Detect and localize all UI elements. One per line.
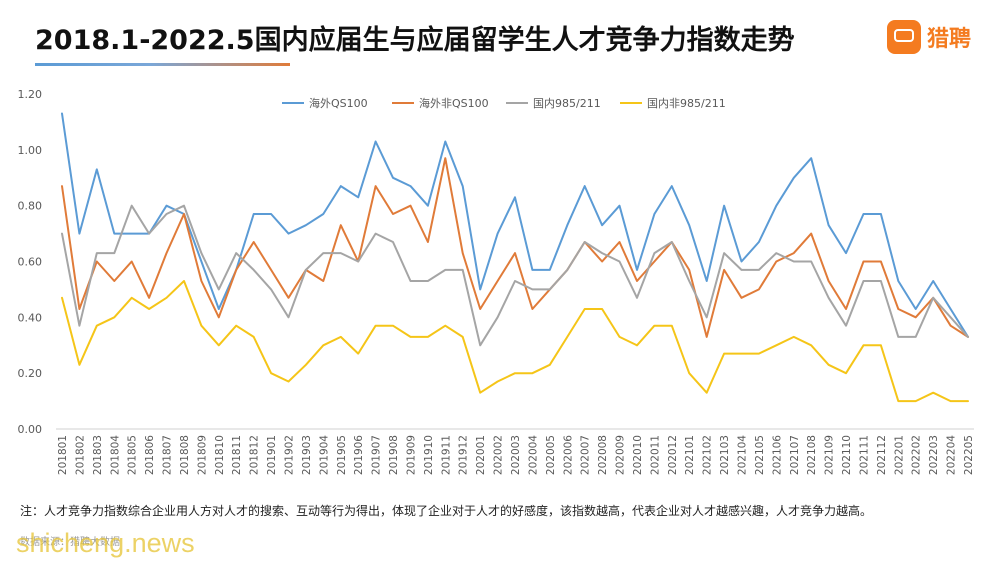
series-line-1 <box>61 157 969 338</box>
x-tick-label: 202101 <box>684 435 696 475</box>
x-tick-label: 201802 <box>74 435 86 475</box>
x-tick-label: 201812 <box>249 435 261 475</box>
brand-logo-icon <box>887 20 921 54</box>
x-tick-label: 202002 <box>493 435 505 475</box>
x-tick-label: 202012 <box>667 435 679 475</box>
x-tick-label: 201805 <box>127 435 139 475</box>
x-tick-label: 201801 <box>57 435 69 475</box>
x-tick-label: 201910 <box>423 435 435 475</box>
watermark: shicheng.news <box>16 528 195 558</box>
x-tick-label: 202106 <box>771 435 783 475</box>
x-tick-label: 201912 <box>458 435 470 475</box>
x-tick-label: 201908 <box>388 435 400 475</box>
x-tick-label: 202005 <box>545 435 557 475</box>
series-line-3 <box>61 280 969 403</box>
x-tick-label: 201806 <box>144 435 156 475</box>
y-tick-label: 1.00 <box>18 144 43 157</box>
x-tick-label: 202103 <box>719 435 731 475</box>
x-tick-label: 202001 <box>475 435 487 475</box>
x-tick-label: 202205 <box>963 435 975 475</box>
legend-label: 海外非QS100 <box>419 96 489 110</box>
x-tick-label: 202107 <box>789 435 801 475</box>
brand-name: 猎聘 <box>927 27 972 52</box>
legend-label: 国内985/211 <box>533 96 601 110</box>
brand-logo: 猎聘 <box>887 20 971 54</box>
y-tick-label: 0.80 <box>18 200 43 213</box>
x-tick-label: 202010 <box>632 435 644 475</box>
chart-title: 2018.1-2022.5国内应届生与应届留学生人才竞争力指数走势 <box>35 25 795 56</box>
legend-label: 海外QS100 <box>309 96 368 110</box>
x-tick-label: 202105 <box>754 435 766 475</box>
y-tick-label: 1.20 <box>18 88 43 101</box>
x-tick-label: 202008 <box>597 435 609 475</box>
x-tick-label: 201901 <box>266 435 278 475</box>
series-line-0 <box>61 112 969 338</box>
y-tick-label: 0.60 <box>18 256 43 269</box>
x-tick-label: 202204 <box>946 435 958 475</box>
x-tick-label: 202006 <box>562 435 574 475</box>
x-tick-label: 201903 <box>301 435 313 475</box>
x-tick-label: 202011 <box>649 435 661 475</box>
x-tick-label: 202203 <box>928 435 940 475</box>
footnote: 注：人才竞争力指数综合企业用人方对人才的搜索、互动等行为得出，体现了企业对于人才… <box>20 504 873 518</box>
x-tick-label: 202104 <box>737 435 749 475</box>
x-tick-label: 201909 <box>405 435 417 475</box>
x-tick-label: 202003 <box>510 435 522 475</box>
x-tick-label: 201907 <box>371 435 383 475</box>
x-tick-label: 202202 <box>911 435 923 475</box>
x-tick-label: 202102 <box>702 435 714 475</box>
x-tick-label: 201911 <box>440 435 452 475</box>
series-line-2 <box>61 204 969 347</box>
x-tick-label: 202201 <box>893 435 905 475</box>
data-source: 数据来源：猎聘大数据 <box>20 537 120 548</box>
x-tick-label: 201804 <box>109 435 121 475</box>
x-tick-label: 201807 <box>162 435 174 475</box>
y-tick-label: 0.20 <box>18 367 43 380</box>
x-tick-label: 201811 <box>231 435 243 475</box>
x-tick-label: 202007 <box>580 435 592 475</box>
x-tick-label: 202111 <box>858 435 870 475</box>
y-tick-label: 0.40 <box>18 311 43 324</box>
x-tick-label: 202108 <box>806 435 818 475</box>
x-tick-label: 201906 <box>353 435 365 475</box>
x-tick-label: 201809 <box>196 435 208 475</box>
x-tick-label: 201810 <box>214 435 226 475</box>
x-tick-label: 202112 <box>876 435 888 475</box>
x-tick-label: 201803 <box>92 435 104 475</box>
x-tick-label: 201904 <box>318 435 330 475</box>
title-underline <box>35 63 290 66</box>
legend-label: 国内非985/211 <box>647 96 726 110</box>
x-tick-label: 202109 <box>824 435 836 475</box>
x-tick-label: 202110 <box>841 435 853 475</box>
y-tick-label: 0.00 <box>18 423 43 436</box>
x-tick-label: 202009 <box>615 435 627 475</box>
x-tick-label: 201808 <box>179 435 191 475</box>
x-tick-label: 201905 <box>336 435 348 475</box>
x-tick-label: 201902 <box>284 435 296 475</box>
x-tick-label: 202004 <box>527 435 539 475</box>
